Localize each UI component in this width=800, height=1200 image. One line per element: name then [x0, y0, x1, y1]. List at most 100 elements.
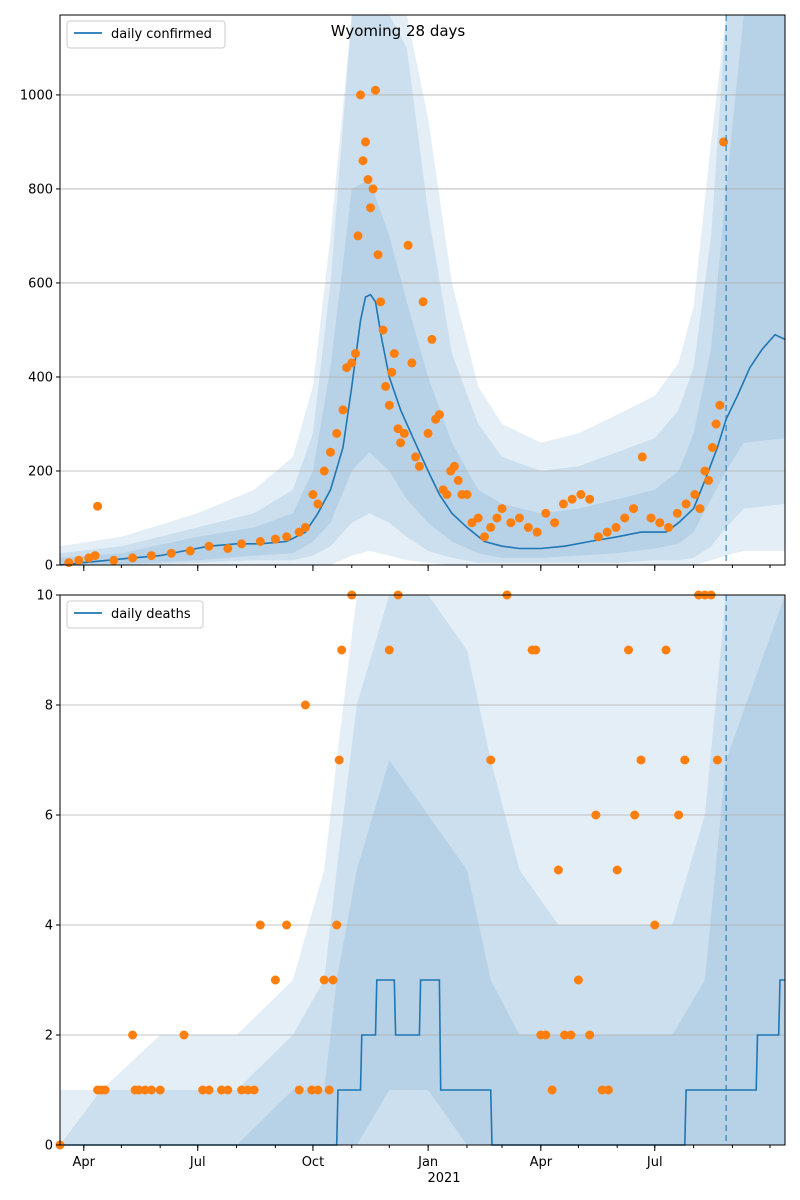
confirmed-observation-point: [371, 85, 380, 95]
confirmed-observation-point: [707, 443, 717, 452]
confirmed-observation-point: [282, 532, 292, 542]
confirmed-observation-point: [664, 522, 673, 532]
confirmed-band-widest: [60, 15, 785, 565]
confirmed-axes-frame: [59, 14, 786, 566]
deaths-x-tick-label: Jul: [189, 1155, 206, 1170]
confirmed-observation-point: [602, 527, 612, 537]
deaths-observation-point: [541, 1030, 551, 1040]
confirmed-observation-point: [109, 555, 119, 565]
confirmed-observation-point: [576, 490, 586, 499]
deaths-observation-point: [243, 1085, 253, 1095]
deaths-observation-point: [573, 975, 583, 985]
deaths-band-inner: [60, 595, 785, 1145]
deaths-observation-point: [128, 1030, 138, 1040]
legend-label-confirmed: daily confirmed: [111, 27, 212, 42]
legend-box: [66, 600, 204, 629]
legend-label-deaths: daily deaths: [111, 607, 191, 622]
deaths-observation-point: [603, 1085, 613, 1095]
deaths-observation-point: [300, 700, 310, 710]
confirmed-observation-point: [146, 551, 156, 561]
confirmed-observation-point: [558, 499, 568, 509]
confirmed-observation-point: [515, 513, 524, 523]
confirmed-observation-point: [308, 490, 318, 499]
deaths-observation-point: [337, 645, 347, 655]
deaths-observation-point: [223, 1085, 233, 1095]
confirmed-observation-point: [376, 297, 386, 307]
deaths-x-tick-label: Oct: [302, 1155, 324, 1170]
deaths-observation-point: [237, 1085, 247, 1095]
confirmed-observation-point: [473, 513, 483, 523]
confirmed-observation-point: [467, 518, 477, 528]
confirmed-y-tick-label: 1000: [20, 88, 53, 103]
confirmed-observation-point: [567, 494, 577, 504]
deaths-x-tick-label: Apr: [73, 1155, 96, 1170]
confirmed-observation-point: [462, 490, 472, 499]
deaths-observation-point: [624, 645, 633, 655]
deaths-uncertainty-bands: [60, 595, 785, 1145]
deaths-y-tick-label: 4: [45, 919, 53, 934]
confirmed-observation-point: [704, 475, 714, 485]
deaths-observation-point: [270, 975, 280, 985]
deaths-observation-point: [217, 1085, 226, 1095]
deaths-observation-point: [324, 1085, 334, 1095]
deaths-observation-point: [612, 865, 622, 875]
confirmed-observation-point: [711, 419, 721, 429]
deaths-observation-point: [155, 1085, 165, 1095]
deaths-axes: 0 2 4 6 8 10 Apr Jul Oct Jan Apr Jul: [36, 589, 786, 1170]
confirmed-observation-point: [313, 499, 323, 509]
deaths-observation-point: [204, 1085, 214, 1095]
deaths-observation-point: [531, 645, 541, 655]
confirmed-legend[interactable]: daily confirmed: [66, 20, 226, 49]
confirmed-observation-point: [411, 452, 421, 462]
confirmed-band-inner: [60, 15, 785, 565]
deaths-legend[interactable]: daily deaths: [66, 600, 204, 629]
deaths-y-tick-label: 0: [45, 1139, 53, 1154]
deaths-observation-point: [650, 920, 660, 930]
deaths-observation-point: [179, 1030, 189, 1040]
confirmed-observation-point: [629, 504, 638, 514]
confirmed-observation-point: [541, 508, 551, 518]
confirmed-y-tick-label: 0: [45, 559, 53, 574]
deaths-observation-point: [332, 920, 342, 930]
deaths-observation-point: [560, 1030, 570, 1040]
confirmed-observation-point: [655, 518, 665, 528]
confirmed-observation-point: [255, 537, 265, 546]
confirmed-observation-point: [497, 504, 507, 514]
confirmed-observation-point: [681, 499, 691, 509]
confirmed-uncertainty-bands: [60, 15, 785, 565]
deaths-observations: [55, 590, 722, 1150]
confirmed-observations: [64, 85, 729, 568]
confirmed-observation-point: [700, 466, 710, 476]
confirmed-observation-point: [128, 553, 138, 563]
confirmed-observation-point: [449, 461, 459, 471]
confirmed-observation-point: [423, 428, 433, 438]
confirmed-observation-point: [442, 490, 452, 499]
confirmed-observation-point: [270, 534, 280, 544]
deaths-band-wide: [60, 595, 785, 1145]
deaths-x-tick-label: Jul: [646, 1155, 663, 1170]
confirmed-observation-point: [332, 428, 342, 438]
deaths-observation-point: [328, 975, 338, 985]
confirmed-observation-point: [393, 424, 403, 434]
confirmed-observation-point: [294, 527, 304, 537]
confirmed-y-tick-label: 200: [28, 464, 53, 479]
confirmed-observation-point: [373, 250, 383, 260]
deaths-observation-point: [134, 1085, 144, 1095]
confirmed-observation-point: [593, 532, 603, 542]
confirmed-observation-point: [166, 548, 176, 558]
confirmed-observation-point: [347, 358, 357, 368]
confirmed-observation-point: [407, 358, 417, 368]
confirmed-observation-point: [319, 466, 329, 476]
confirmed-observation-point: [204, 541, 214, 551]
deaths-observation-point: [636, 755, 646, 765]
deaths-y-tick-label: 2: [45, 1029, 53, 1044]
confirmed-observation-point: [185, 546, 195, 556]
confirmed-observation-point: [356, 90, 365, 100]
deaths-y-tick-label: 6: [45, 809, 53, 824]
deaths-x-tick-label: Apr: [530, 1155, 553, 1170]
confirmed-observation-point: [387, 367, 397, 377]
deaths-observation-point: [566, 1030, 576, 1040]
deaths-observation-point: [591, 810, 601, 820]
deaths-observation-point: [146, 1085, 156, 1095]
confirmed-observation-point: [90, 551, 100, 561]
